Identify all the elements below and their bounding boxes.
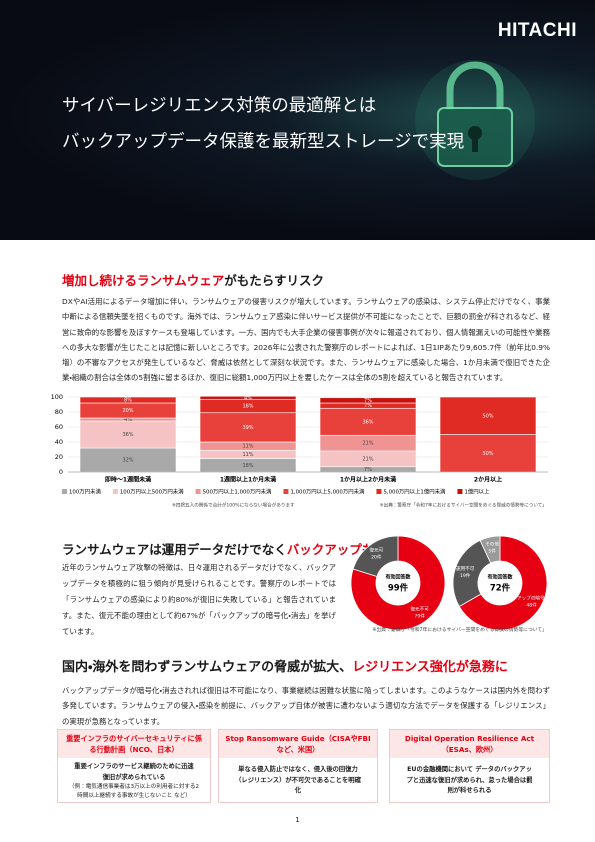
data-label: 7% [364, 467, 372, 473]
legend-swatch [112, 489, 118, 494]
card-note: （例：電気通信事業者は3万以上の利用者に対する2時間以上継続する事故が生じないこ… [68, 784, 200, 799]
segment-label: 復元不可 [410, 605, 429, 612]
bar-segment [79, 396, 177, 404]
center-value: 72件 [490, 583, 511, 594]
data-label: 4% [244, 395, 252, 401]
segment-value: 79件 [414, 612, 425, 619]
data-label: 39% [242, 425, 253, 431]
data-label: 21% [362, 456, 373, 462]
segment-label: バックアップの暗号化・消去 [503, 594, 555, 601]
x-tick-label: 2か月以上 [474, 476, 502, 484]
bar-segment [439, 434, 537, 473]
x-tick-label: 1週間以上1か月未満 [220, 476, 276, 484]
center-value: 99件 [388, 583, 409, 594]
data-label: 18% [242, 404, 253, 410]
paragraph: バックアップデータが暗号化・消去されれば復旧は不可能になり、事業継続は困難な状態… [62, 686, 550, 726]
page-number: 1 [295, 816, 300, 824]
legend-swatch [457, 489, 463, 494]
title-line: バックアップデータ保護を最新型ストレージで実現 [62, 132, 465, 152]
data-label: 20% [122, 408, 133, 414]
heading-part: 国内・海外を問わずランサムウェアの脅威が拡大、 [62, 660, 353, 675]
y-tick-label: 100 [51, 393, 63, 401]
logo: HITACHI [497, 20, 577, 41]
data-label: 11% [242, 444, 253, 450]
data-label: 36% [362, 419, 373, 425]
card-title: Digital Operation Resilience Act（ESAs、欧州… [390, 730, 549, 758]
card-title: Stop Ransomware Guide（CISAやFBIなど、米国） [219, 730, 377, 758]
bar-chart: 0 20 40 60 80 100 32% 36% 4% 20% 8% 即時〜1週間未満 18% 11% 1… [51, 393, 548, 509]
chart-source: ※出典：警察庁「令和7年におけるサイバー空間をめぐる脅威の情勢等について」 [380, 502, 547, 509]
heading-part: ランサムウェアは運用データだけでなく [62, 542, 287, 557]
legend-swatch [62, 489, 67, 494]
data-label: 36% [122, 432, 133, 438]
section-heading: 国内・海外を問わずランサムウェアの脅威が拡大、レジリエンス強化が急務に [62, 656, 508, 675]
center-label: 有効回答数 [385, 574, 411, 581]
header: HITACHI サイバーレジリエンス対策の最適解とは バックアップデータ保護を最… [0, 0, 595, 240]
segment-label: その他 [485, 540, 499, 547]
segment-value: 20件 [371, 554, 382, 561]
legend-swatch [195, 489, 201, 494]
legend-label: 5,000万円以上1億円未満 [383, 488, 446, 496]
section-heading: 増加し続けるランサムウェアがもたらすリスク [62, 270, 324, 289]
x-tick-label: 即時〜1週間未満 [105, 476, 151, 484]
data-label: 50% [482, 451, 493, 457]
paragraph: 近年のランサムウェア攻撃の特徴は、日々運用されるデータだけでなく、バックアップデ… [62, 563, 336, 636]
donut-segment [458, 535, 548, 631]
y-tick-label: 80 [55, 408, 63, 416]
legend-label: 100万円以上500万円未満 [120, 488, 184, 496]
bar-segment [319, 397, 417, 404]
donut-segment [479, 535, 501, 564]
card: 重要インフラのサイバーセキュリティに係る行動計画（NCO、日本） 重要インフラの… [57, 729, 211, 803]
legend-label: 1億円以上 [464, 488, 490, 496]
segment-value: 5件 [488, 547, 496, 554]
card-body: EUの金融機関において データのバックアップと迅速な復旧が求められ、怠った場合は… [406, 766, 533, 794]
bar-segment [199, 395, 297, 400]
bar-segment [199, 412, 297, 443]
data-label: 4% [124, 417, 132, 423]
data-label: 18% [242, 463, 253, 469]
legend-label: 500万円以上1,000万円未満 [203, 488, 272, 496]
center-label: 有効回答数 [487, 574, 513, 581]
card: Stop Ransomware Guide（CISAやFBIなど、米国） 単なる… [218, 729, 378, 803]
card-body: 重要インフラのサービス継続のために迅速復旧が求められている [74, 763, 194, 781]
data-label: 8% [124, 398, 132, 404]
y-tick-label: 60 [55, 423, 63, 431]
y-tick-label: 40 [55, 438, 63, 446]
heading-part: がもたらすリスク [224, 273, 325, 288]
y-tick-label: 0 [59, 468, 63, 476]
legend-swatch [283, 489, 289, 494]
data-label: 50% [482, 413, 493, 419]
bar-segment [439, 396, 537, 435]
heading-part: 増加し続けるランサムウェア [62, 273, 225, 288]
donut-segment [352, 535, 399, 577]
segment-label: 運用不可 [456, 565, 475, 572]
data-label: 21% [362, 441, 373, 447]
title-line: サイバーレジリエンス対策の最適解とは [62, 96, 377, 116]
data-label: 11% [242, 452, 253, 458]
data-label: 32% [122, 458, 133, 464]
data-label: 7% [364, 403, 372, 409]
card-body: 単なる侵入防止ではなく、侵入後の回復力（レジリエンス）が不可欠であることを明確化 [235, 766, 361, 794]
segment-label: 復元可 [369, 547, 383, 554]
legend-label: 1,000万円以上5,000万円未満 [290, 488, 365, 496]
y-tick-label: 20 [55, 453, 63, 461]
donut-segment [350, 535, 446, 631]
data-label: 7% [364, 398, 372, 404]
legend-swatch [376, 489, 382, 494]
source-note: ※出典：警察庁「令和7年におけるサイバー空間をめぐる脅威の情勢等について」 [372, 628, 547, 633]
card-title: 重要インフラのサイバーセキュリティに係る行動計画（NCO、日本） [58, 730, 210, 758]
paragraph: DXやAI活用によるデータ増加に伴い、ランサムウェアの侵害リスクが増大しています… [62, 297, 550, 383]
segment-value: 19件 [460, 572, 471, 579]
chart-note: ※四捨五入の関係で合計が100%にならない場合があります [172, 502, 295, 509]
lock-illustration [415, 60, 535, 180]
segment-value: 48件 [526, 601, 537, 608]
legend-label: 100万円未満 [69, 488, 101, 496]
page-title: サイバーレジリエンス対策の最適解とは バックアップデータ保護を最新型ストレージで… [62, 88, 464, 160]
card: Digital Operation Resilience Act（ESAs、欧州… [389, 729, 550, 803]
x-tick-label: 1か月以上2か月未満 [340, 476, 396, 484]
heading-part: レジリエンス強化が急務に [352, 660, 508, 675]
